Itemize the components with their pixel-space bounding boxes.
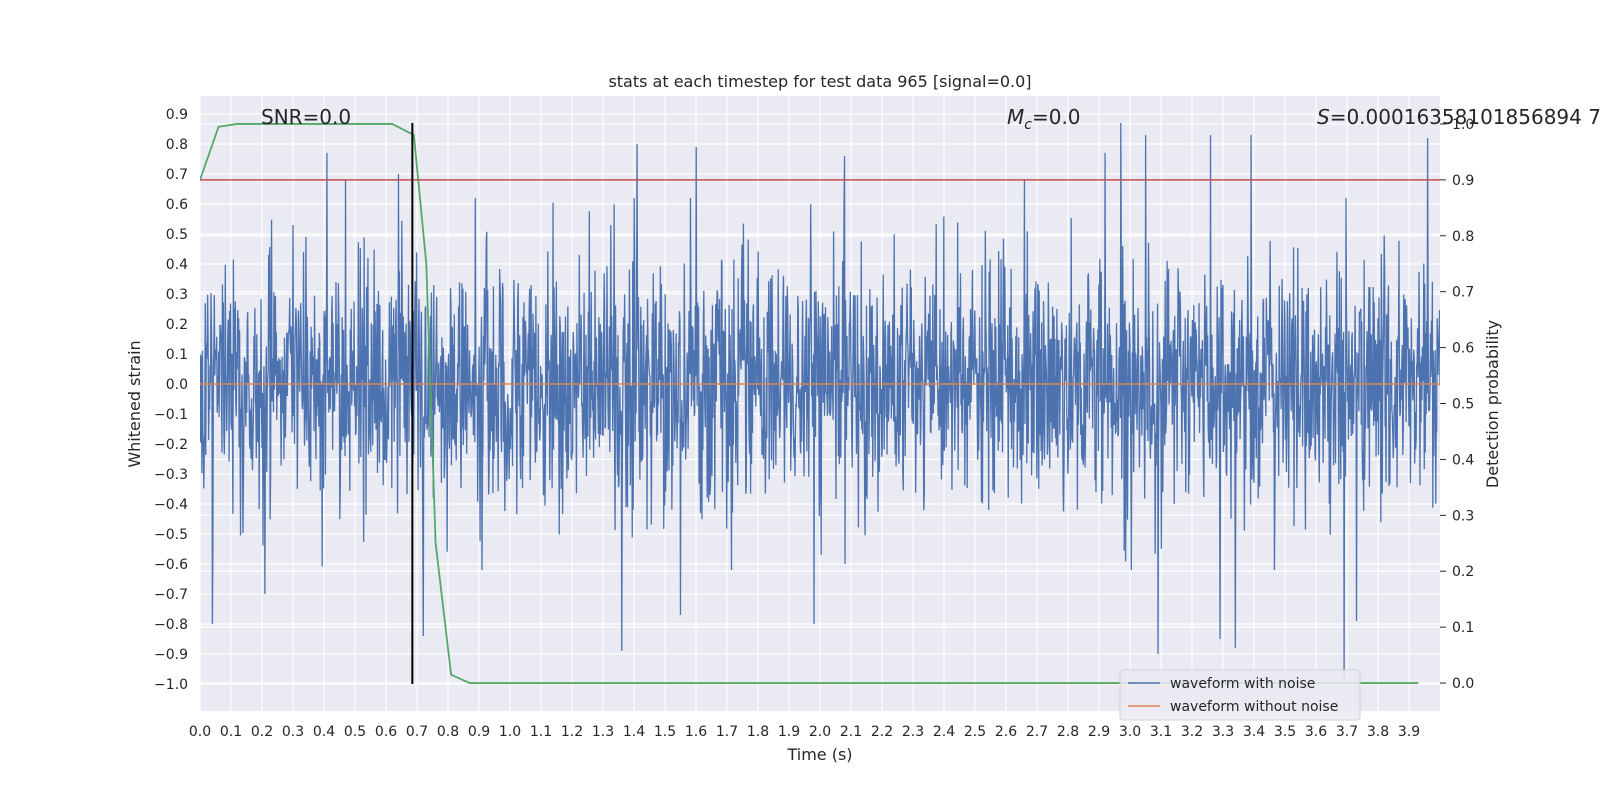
x-tick-label: 2.0	[809, 724, 831, 740]
x-tick-label: 2.4	[933, 724, 955, 740]
x-tick-label: 0.7	[406, 724, 428, 740]
chirp-mass-symbol: M	[1007, 105, 1024, 129]
y-tick-label: 0.9	[166, 107, 188, 123]
legend-label-noise: waveform with noise	[1170, 676, 1315, 692]
x-tick-label: 0.6	[375, 724, 397, 740]
y-tick-label: −0.6	[154, 557, 188, 573]
y2-tick-label: 0.8	[1452, 229, 1474, 245]
y-tick-label: −0.5	[154, 527, 188, 543]
x-tick-label: 1.6	[685, 724, 707, 740]
x-tick-label: 3.8	[1367, 724, 1389, 740]
y-axis-ticks: 0.9 0.8 0.7 0.6 0.5 0.4 0.3 0.2 0.1 0.0 −0.1 −0.2 −0…	[154, 107, 188, 693]
y2-tick-label: 0.0	[1452, 676, 1474, 692]
x-tick-label: 2.7	[1026, 724, 1048, 740]
x-tick-label: 0.1	[220, 724, 242, 740]
y-tick-label: −0.4	[154, 497, 188, 513]
x-tick-label: 0.0	[189, 724, 211, 740]
x-tick-label: 3.2	[1181, 724, 1203, 740]
x-tick-label: 0.9	[468, 724, 490, 740]
y-tick-label: −1.0	[154, 677, 188, 693]
y2-tick-label: 0.3	[1452, 508, 1474, 524]
y-tick-label: 0.0	[166, 377, 188, 393]
y-tick-label: 0.1	[166, 347, 188, 363]
x-tick-label: 1.7	[716, 724, 738, 740]
x-tick-label: 0.5	[344, 724, 366, 740]
x-tick-label: 1.8	[747, 724, 769, 740]
legend-box	[1119, 669, 1361, 721]
x-tick-label: 2.9	[1088, 724, 1110, 740]
x-tick-label: 1.2	[561, 724, 583, 740]
x-tick-label: 2.8	[1057, 724, 1079, 740]
x-tick-label: 2.3	[902, 724, 924, 740]
chart-title: stats at each timestep for test data 965…	[608, 72, 1031, 91]
y2-tick-label: 0.4	[1452, 452, 1474, 468]
y2-tick-label: 0.9	[1452, 173, 1474, 189]
s-statistic-annotation: S=0.00016358101856894 7	[1317, 105, 1600, 129]
y-tick-label: 0.2	[166, 317, 188, 333]
series-layer	[200, 122, 1440, 684]
y-tick-label: −0.7	[154, 587, 188, 603]
y-tick-label: −0.8	[154, 617, 188, 633]
y-tick-label: 0.7	[166, 167, 188, 183]
y2-tick-label: 0.1	[1452, 620, 1474, 636]
series-detection-probability	[200, 123, 1419, 684]
x-tick-label: 2.6	[995, 724, 1017, 740]
x-tick-label: 3.1	[1150, 724, 1172, 740]
chirp-mass-value: =0.0	[1032, 105, 1081, 129]
x-tick-label: 3.3	[1212, 724, 1234, 740]
y-tick-label: −0.2	[154, 437, 188, 453]
x-axis-ticks: 0.0 0.1 0.2 0.3 0.4 0.5 0.6 0.7 0.8 0.9 1.0 1.1 1.2 1…	[189, 724, 1420, 740]
x-tick-label: 3.5	[1274, 724, 1296, 740]
legend: waveform with noise waveform without noi…	[1119, 669, 1361, 721]
y2-tick-label: 0.2	[1452, 564, 1474, 580]
y2-axis-ticks: 1.0 0.9 0.8 0.7 0.6 0.5 0.4 0.3 0.2 0.1 0.0	[1440, 117, 1474, 692]
x-tick-label: 0.4	[313, 724, 335, 740]
y-tick-label: 0.6	[166, 197, 188, 213]
y-tick-label: −0.1	[154, 407, 188, 423]
x-tick-label: 3.0	[1119, 724, 1141, 740]
x-tick-label: 2.2	[871, 724, 893, 740]
x-tick-label: 2.1	[840, 724, 862, 740]
y-tick-label: 0.4	[166, 257, 188, 273]
s-statistic-value: =0.00016358101856894 7	[1330, 105, 1600, 129]
y2-tick-label: 0.7	[1452, 285, 1474, 301]
reference-lines	[200, 123, 1440, 684]
x-tick-label: 3.7	[1336, 724, 1358, 740]
legend-label-clean: waveform without noise	[1170, 699, 1338, 715]
y-tick-label: 0.8	[166, 137, 188, 153]
chirp-mass-annotation: Mc=0.0	[1007, 105, 1081, 133]
chirp-mass-subscript: c	[1024, 117, 1032, 133]
snr-annotation: SNR=0.0	[261, 105, 351, 129]
y2-tick-label: 0.5	[1452, 397, 1474, 413]
y2-tick-label: 1.0	[1452, 117, 1474, 133]
y-axis-label: Whitened strain	[125, 340, 144, 467]
x-axis-label: Time (s)	[786, 745, 852, 764]
y2-axis-label: Detection probability	[1483, 320, 1502, 488]
x-tick-label: 1.4	[623, 724, 645, 740]
x-tick-label: 0.3	[282, 724, 304, 740]
x-tick-label: 2.5	[964, 724, 986, 740]
x-tick-label: 1.5	[654, 724, 676, 740]
x-tick-label: 1.3	[592, 724, 614, 740]
x-tick-label: 3.9	[1398, 724, 1420, 740]
y-tick-label: 0.5	[166, 227, 188, 243]
x-tick-label: 3.4	[1243, 724, 1265, 740]
x-tick-label: 1.1	[530, 724, 552, 740]
x-tick-label: 1.9	[778, 724, 800, 740]
x-tick-label: 3.6	[1305, 724, 1327, 740]
x-tick-label: 1.0	[499, 724, 521, 740]
x-tick-label: 0.8	[437, 724, 459, 740]
y-tick-label: −0.9	[154, 647, 188, 663]
series-waveform-with-noise	[200, 122, 1440, 679]
s-statistic-symbol: S	[1317, 105, 1330, 129]
y-tick-label: 0.3	[166, 287, 188, 303]
y-tick-label: −0.3	[154, 467, 188, 483]
y2-tick-label: 0.6	[1452, 341, 1474, 357]
x-tick-label: 0.2	[251, 724, 273, 740]
